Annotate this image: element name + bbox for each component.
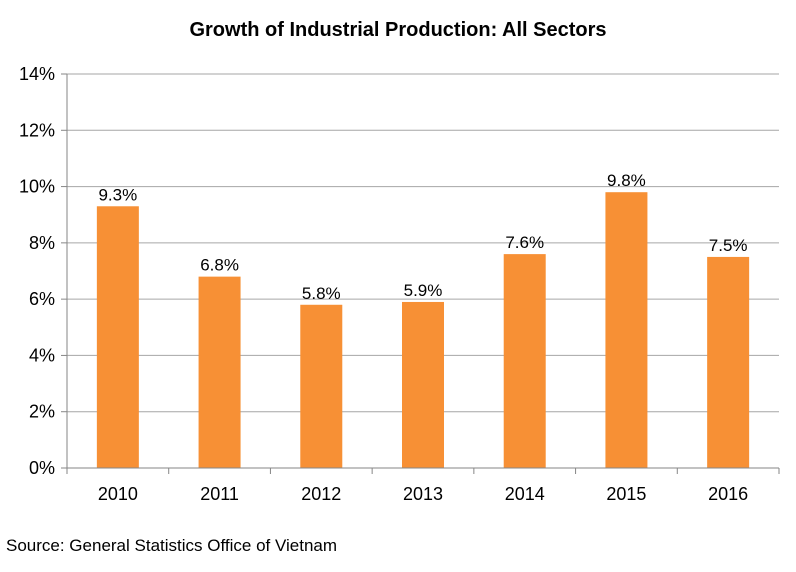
y-tick-label: 2% <box>29 402 55 422</box>
bar-2013 <box>402 301 444 468</box>
data-label-2012: 5.8% <box>302 284 341 303</box>
data-label-2013: 5.9% <box>404 281 443 300</box>
y-tick-label: 8% <box>29 233 55 253</box>
data-labels: 9.3% 6.8% 5.8% 5.9% 7.6% 9.8% 7.5% <box>98 171 747 303</box>
y-tick-label: 6% <box>29 289 55 309</box>
x-axis-ticks: 2010 2011 2012 2013 2014 2015 2016 <box>66 468 780 504</box>
y-axis-ticks: 0% 2% 4% 6% 8% 10% 12% 14% <box>19 64 67 478</box>
data-label-2016: 7.5% <box>709 236 748 255</box>
x-tick-label: 2014 <box>505 484 545 504</box>
x-tick-label: 2016 <box>708 484 748 504</box>
axes <box>66 74 779 469</box>
x-tick-label: 2012 <box>301 484 341 504</box>
bar-2015 <box>605 192 648 468</box>
y-tick-label: 4% <box>29 345 55 365</box>
chart-title: Growth of Industrial Production: All Sec… <box>189 19 606 41</box>
x-tick-label: 2015 <box>606 484 646 504</box>
bar-2014 <box>503 254 546 468</box>
data-label-2011: 6.8% <box>200 256 239 275</box>
y-tick-label: 12% <box>19 120 55 140</box>
data-label-2015: 9.8% <box>607 171 646 190</box>
source-note: Source: General Statistics Office of Vie… <box>6 536 338 555</box>
bar-2011 <box>198 276 241 468</box>
x-tick-label: 2010 <box>98 484 138 504</box>
x-tick-label: 2011 <box>200 484 239 504</box>
x-tick-label: 2013 <box>403 484 443 504</box>
data-label-2014: 7.6% <box>505 233 544 252</box>
y-tick-label: 14% <box>19 64 55 84</box>
gridlines <box>67 73 779 413</box>
bar-2012 <box>300 304 343 468</box>
data-label-2010: 9.3% <box>98 185 137 204</box>
y-tick-label: 10% <box>19 177 55 197</box>
bars <box>96 192 750 468</box>
bar-2016 <box>707 256 750 468</box>
bar-2010 <box>96 206 139 468</box>
y-tick-label: 0% <box>29 458 55 478</box>
